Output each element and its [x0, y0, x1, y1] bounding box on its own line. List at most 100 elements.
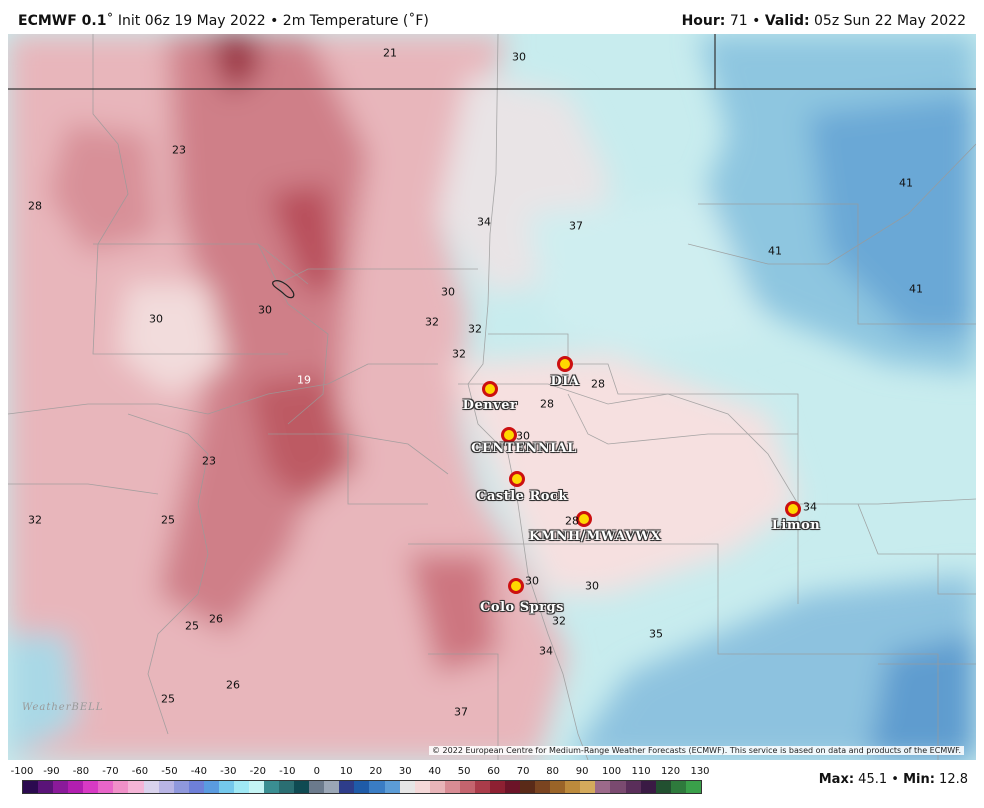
- centennial-marker[interactable]: [501, 427, 517, 443]
- legend-swatch: [173, 781, 189, 793]
- legend-tick: 90: [575, 766, 589, 777]
- point-value: 34: [539, 644, 553, 658]
- legend-swatch: [474, 781, 490, 793]
- legend-swatch: [565, 781, 581, 793]
- centennial-label: CENTENNIAL: [471, 441, 577, 456]
- legend-swatch: [505, 781, 521, 793]
- castle-rock-marker[interactable]: [509, 471, 525, 487]
- colo-sprgs-label: Colo Sprgs: [480, 600, 564, 615]
- legend-swatch: [610, 781, 626, 793]
- kmnh-label: KMNH/MWAVWX: [528, 529, 662, 544]
- legend-swatch: [324, 781, 340, 793]
- model-name: ECMWF 0.1: [18, 13, 107, 29]
- point-value: 28: [540, 397, 554, 411]
- legend-swatch: [203, 781, 219, 793]
- map-header: ECMWF 0.1˚ Init 06z 19 May 2022 • 2m Tem…: [0, 0, 984, 34]
- legend-swatch: [143, 781, 159, 793]
- legend-swatch: [294, 781, 310, 793]
- limon-label: Limon: [771, 518, 821, 533]
- point-value: 32: [425, 315, 439, 329]
- point-value: 30: [585, 579, 599, 593]
- max-label: Max:: [818, 772, 855, 787]
- dia-label: DIA: [550, 374, 580, 389]
- legend-swatch: [489, 781, 505, 793]
- legend-tick: -10: [279, 766, 296, 777]
- legend-tick: -20: [249, 766, 266, 777]
- point-value: 23: [202, 454, 216, 468]
- legend-tick: 120: [660, 766, 681, 777]
- colo-sprgs-marker[interactable]: [508, 578, 524, 594]
- point-value: 30: [441, 285, 455, 299]
- legend-tick: 50: [457, 766, 471, 777]
- point-value: 30: [258, 303, 272, 317]
- legend-swatch: [580, 781, 596, 793]
- legend-swatch: [188, 781, 204, 793]
- point-value: 26: [209, 612, 223, 626]
- kmnh-marker[interactable]: [576, 511, 592, 527]
- model-title: ECMWF 0.1˚ Init 06z 19 May 2022 • 2m Tem…: [18, 13, 429, 29]
- legend-swatch: [384, 781, 400, 793]
- legend-swatch: [520, 781, 536, 793]
- legend-swatch: [595, 781, 611, 793]
- point-value: 32: [552, 614, 566, 628]
- legend-swatch: [128, 781, 144, 793]
- dia-marker[interactable]: [557, 356, 573, 372]
- legend-tick: 110: [631, 766, 651, 777]
- legend-tick: -30: [220, 766, 237, 777]
- point-value: 35: [649, 627, 663, 641]
- legend-tick: -70: [102, 766, 119, 777]
- run-info: ˚ Init 06z 19 May 2022 • 2m Temperature …: [106, 13, 429, 29]
- legend-swatch: [429, 781, 445, 793]
- point-value: 37: [454, 705, 468, 719]
- legend-swatch: [655, 781, 671, 793]
- point-value: 37: [569, 219, 583, 233]
- legend-swatch: [625, 781, 641, 793]
- legend-tick: -60: [131, 766, 149, 777]
- legend-swatch: [685, 781, 701, 793]
- point-value: 26: [226, 678, 240, 692]
- legend-swatch: [535, 781, 551, 793]
- map-fill: [8, 34, 976, 760]
- legend-tick: 30: [398, 766, 412, 777]
- legend-swatch: [369, 781, 385, 793]
- max-value: 45.1 •: [854, 772, 904, 787]
- legend-swatch: [248, 781, 264, 793]
- legend-tick: 130: [690, 766, 710, 777]
- point-value: 25: [161, 692, 175, 706]
- legend-tick: 20: [369, 766, 383, 777]
- point-value: 34: [477, 215, 491, 229]
- legend-swatch: [23, 781, 39, 793]
- legend-swatch: [414, 781, 430, 793]
- legend-swatch: [279, 781, 295, 793]
- legend-swatch: [339, 781, 355, 793]
- legend-swatch: [68, 781, 84, 793]
- point-value: 30: [516, 429, 530, 443]
- legend-tick: 0: [313, 766, 320, 777]
- limon-marker[interactable]: [785, 501, 801, 517]
- legend-swatch: [83, 781, 99, 793]
- denver-marker[interactable]: [482, 381, 498, 397]
- min-value: 12.8: [934, 772, 968, 787]
- point-value: 25: [185, 619, 199, 633]
- denver-label: Denver: [462, 398, 518, 413]
- point-value: 28: [28, 199, 42, 213]
- valid-time: Hour: 71 • Valid: 05z Sun 22 May 2022: [682, 13, 966, 29]
- legend-tick: 40: [428, 766, 442, 777]
- legend-swatch: [444, 781, 460, 793]
- hour-label: Hour:: [681, 13, 726, 29]
- point-value: 32: [452, 347, 466, 361]
- legend-tick: -80: [72, 766, 90, 777]
- color-legend: -100 -90 -80 -70 -60 -50 -40 -30 -20 -10 0 10 20 30 40…: [0, 762, 984, 808]
- point-value: 30: [525, 574, 539, 588]
- point-value: 30: [512, 50, 526, 64]
- legend-tick: 10: [339, 766, 353, 777]
- point-value: 23: [172, 143, 186, 157]
- legend-tick: -90: [43, 766, 60, 777]
- legend-swatch: [354, 781, 370, 793]
- copyright-notice: © 2022 European Centre for Medium-Range …: [429, 746, 964, 755]
- valid-label: Valid:: [764, 13, 810, 29]
- legend-tick: -40: [190, 766, 208, 777]
- legend-swatch: [399, 781, 415, 793]
- legend-swatch: [550, 781, 566, 793]
- legend-tick: 60: [487, 766, 501, 777]
